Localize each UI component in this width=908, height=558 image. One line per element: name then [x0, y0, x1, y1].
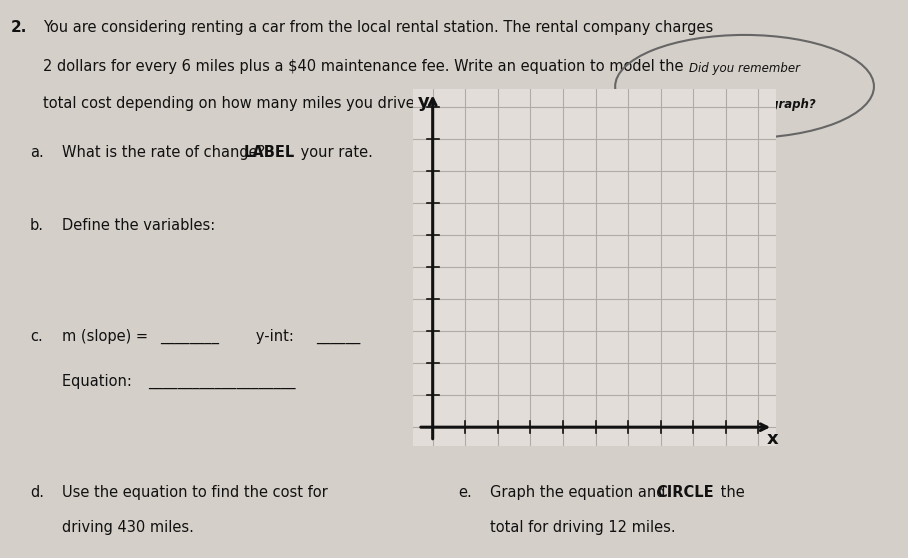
- Text: Equation:: Equation:: [62, 374, 136, 389]
- Text: LABEL: LABEL: [243, 145, 294, 160]
- Text: d.: d.: [30, 485, 44, 501]
- Text: b.: b.: [30, 218, 44, 233]
- Text: Graph the equation and: Graph the equation and: [490, 485, 670, 501]
- Text: your rate.: your rate.: [296, 145, 373, 160]
- Text: ________: ________: [160, 329, 219, 344]
- Text: y: y: [418, 93, 429, 112]
- Text: What is the rate of change?: What is the rate of change?: [62, 145, 270, 160]
- Text: Define the variables:: Define the variables:: [62, 218, 215, 233]
- Text: m (slope) =: m (slope) =: [62, 329, 153, 344]
- Text: 2 dollars for every 6 miles plus a $40 maintenance fee. Write an equation to mod: 2 dollars for every 6 miles plus a $40 m…: [43, 59, 683, 74]
- Text: Did you remember: Did you remember: [689, 62, 800, 75]
- Text: Use the equation to find the cost for: Use the equation to find the cost for: [62, 485, 328, 501]
- Text: total for driving 12 miles.: total for driving 12 miles.: [490, 520, 676, 535]
- Text: a.: a.: [30, 145, 44, 160]
- Text: to LABEL your graph?: to LABEL your graph?: [673, 98, 816, 110]
- Text: ____________________: ____________________: [148, 374, 295, 389]
- Text: ______: ______: [316, 329, 360, 344]
- Text: x: x: [766, 430, 778, 448]
- Text: y-int:: y-int:: [242, 329, 298, 344]
- Text: 2.: 2.: [11, 20, 27, 35]
- Text: driving 430 miles.: driving 430 miles.: [62, 520, 193, 535]
- Text: e.: e.: [459, 485, 472, 501]
- Text: CIRCLE: CIRCLE: [656, 485, 714, 501]
- Text: c.: c.: [30, 329, 43, 344]
- Text: the: the: [716, 485, 745, 501]
- Text: You are considering renting a car from the local rental station. The rental comp: You are considering renting a car from t…: [43, 20, 713, 35]
- Text: total cost depending on how many miles you drive.: total cost depending on how many miles y…: [43, 96, 419, 111]
